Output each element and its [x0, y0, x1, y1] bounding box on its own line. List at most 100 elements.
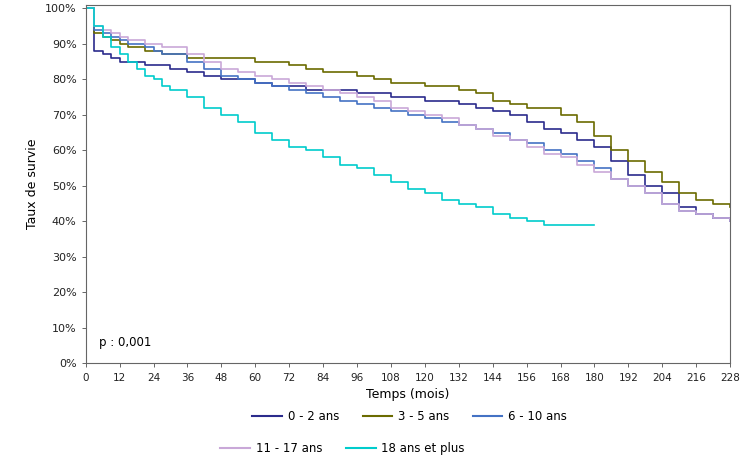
6 - 10 ans [420, 116, 429, 121]
6 - 10 ans [539, 148, 548, 153]
3 - 5 ans [200, 55, 209, 61]
6 - 10 ans [267, 83, 276, 89]
3 - 5 ans [387, 80, 396, 86]
0 - 2 ans [200, 73, 209, 78]
11 - 17 ans [708, 215, 717, 220]
Line: 3 - 5 ans: 3 - 5 ans [86, 8, 730, 207]
0 - 2 ans [522, 119, 531, 125]
6 - 10 ans [98, 30, 107, 36]
18 ans et plus [149, 76, 158, 82]
6 - 10 ans [370, 105, 378, 110]
18 ans et plus [157, 83, 166, 89]
0 - 2 ans [505, 112, 514, 117]
6 - 10 ans [522, 140, 531, 146]
18 ans et plus [107, 44, 115, 50]
18 ans et plus [454, 201, 463, 206]
0 - 2 ans [454, 101, 463, 107]
3 - 5 ans [285, 62, 294, 68]
18 ans et plus [387, 179, 396, 185]
3 - 5 ans [420, 83, 429, 89]
0 - 2 ans [472, 105, 481, 110]
11 - 17 ans [267, 76, 276, 82]
11 - 17 ans [124, 37, 133, 43]
6 - 10 ans [607, 176, 616, 182]
18 ans et plus [234, 119, 243, 125]
11 - 17 ans [370, 98, 378, 103]
11 - 17 ans [726, 219, 735, 224]
3 - 5 ans [370, 76, 378, 82]
6 - 10 ans [115, 37, 124, 43]
3 - 5 ans [488, 98, 497, 103]
18 ans et plus [200, 105, 209, 110]
11 - 17 ans [302, 83, 311, 89]
3 - 5 ans [522, 105, 531, 110]
18 ans et plus [132, 66, 141, 71]
11 - 17 ans [132, 37, 141, 43]
0 - 2 ans [370, 91, 378, 96]
6 - 10 ans [183, 59, 192, 64]
11 - 17 ans [319, 87, 328, 93]
18 ans et plus [124, 59, 133, 64]
0 - 2 ans [132, 59, 141, 64]
11 - 17 ans [335, 91, 344, 96]
11 - 17 ans [98, 27, 107, 32]
0 - 2 ans [81, 6, 90, 11]
0 - 2 ans [437, 98, 446, 103]
18 ans et plus [251, 130, 260, 135]
18 ans et plus [183, 94, 192, 100]
18 ans et plus [319, 155, 328, 160]
3 - 5 ans [590, 133, 599, 139]
18 ans et plus [335, 162, 344, 167]
6 - 10 ans [624, 183, 633, 189]
0 - 2 ans [98, 52, 107, 57]
18 ans et plus [404, 186, 413, 192]
6 - 10 ans [217, 73, 226, 78]
11 - 17 ans [107, 30, 115, 36]
Line: 11 - 17 ans: 11 - 17 ans [86, 8, 730, 221]
18 ans et plus [302, 148, 311, 153]
6 - 10 ans [157, 52, 166, 57]
11 - 17 ans [149, 41, 158, 47]
3 - 5 ans [251, 59, 260, 64]
18 ans et plus [590, 222, 599, 228]
6 - 10 ans [488, 130, 497, 135]
0 - 2 ans [115, 59, 124, 64]
6 - 10 ans [726, 219, 735, 224]
0 - 2 ans [420, 98, 429, 103]
0 - 2 ans [624, 172, 633, 178]
11 - 17 ans [472, 126, 481, 132]
6 - 10 ans [590, 165, 599, 171]
0 - 2 ans [708, 215, 717, 220]
0 - 2 ans [556, 130, 565, 135]
6 - 10 ans [81, 6, 90, 11]
18 ans et plus [539, 222, 548, 228]
3 - 5 ans [234, 55, 243, 61]
0 - 2 ans [352, 91, 361, 96]
18 ans et plus [556, 222, 565, 228]
6 - 10 ans [149, 48, 158, 54]
6 - 10 ans [691, 212, 700, 217]
3 - 5 ans [141, 48, 150, 54]
11 - 17 ans [658, 201, 667, 206]
18 ans et plus [217, 112, 226, 117]
0 - 2 ans [335, 87, 344, 93]
Legend: 0 - 2 ans, 3 - 5 ans, 6 - 10 ans: 0 - 2 ans, 3 - 5 ans, 6 - 10 ans [247, 405, 572, 427]
11 - 17 ans [607, 176, 616, 182]
3 - 5 ans [573, 119, 582, 125]
6 - 10 ans [319, 94, 328, 100]
3 - 5 ans [454, 87, 463, 93]
6 - 10 ans [132, 41, 141, 47]
3 - 5 ans [708, 201, 717, 206]
6 - 10 ans [200, 66, 209, 71]
Line: 6 - 10 ans: 6 - 10 ans [86, 8, 730, 221]
3 - 5 ans [675, 190, 684, 196]
3 - 5 ans [539, 105, 548, 110]
6 - 10 ans [335, 98, 344, 103]
11 - 17 ans [200, 59, 209, 64]
0 - 2 ans [691, 212, 700, 217]
6 - 10 ans [302, 91, 311, 96]
0 - 2 ans [149, 62, 158, 68]
0 - 2 ans [267, 83, 276, 89]
11 - 17 ans [352, 94, 361, 100]
18 ans et plus [285, 144, 294, 150]
